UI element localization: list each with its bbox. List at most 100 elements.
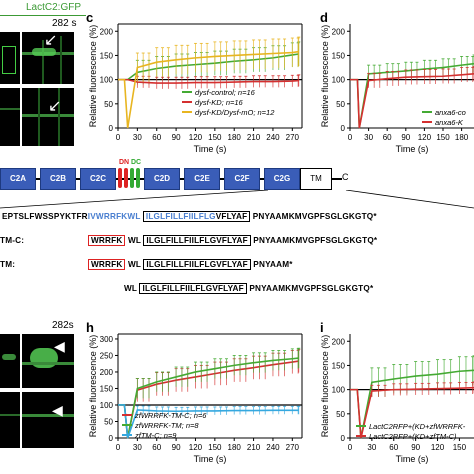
- x-tick-label: 150: [453, 443, 467, 452]
- panel-h-letter: h: [86, 320, 94, 335]
- seq-wrrfk-box: WRRFK: [88, 235, 126, 246]
- chart-c: 0 50 100 150 200 0 30 60 90 120 150 180 210 240 270 Tim…: [88, 23, 303, 154]
- y-tick-label: 200: [332, 27, 346, 36]
- panel-i-letter: i: [320, 320, 324, 335]
- x-tick-label: 150: [436, 133, 450, 142]
- x-tick-label: 210: [247, 133, 261, 142]
- y-tick-label: 200: [332, 337, 346, 346]
- sequence-last: WL ILGLFILLFIILFLGVFLYAF PNYAAMKMVGPFSGL…: [124, 283, 374, 294]
- x-tick-label: 210: [247, 443, 261, 452]
- x-tick-label: 240: [266, 133, 280, 142]
- panel-d-letter: d: [320, 10, 328, 25]
- chart-i: 0 50 100 150 200 0 30 60 90 120 150 Time (s) Relativ…: [320, 334, 474, 464]
- lactc2-underline: [0, 15, 86, 16]
- x-tick-label: 180: [228, 443, 242, 452]
- domain-diagram: C2A C2B C2C DN DC C2D C2E C2F C2G TM C: [0, 159, 474, 228]
- time-label-top: 282 s: [52, 18, 77, 29]
- micrograph-bottom-left-b: [0, 392, 20, 448]
- seq-tmc-label: TM-C:: [0, 236, 25, 245]
- x-tick-label: 60: [389, 443, 398, 452]
- y-tick-label: 100: [100, 76, 114, 85]
- seq-part: PNYAAMKMVGPFSGLGKGTQ*: [249, 284, 374, 293]
- seq-tm-box: ILGLFILLFIILFLGVFLYAF: [142, 211, 251, 222]
- y-tick-label: 150: [332, 51, 346, 60]
- domain-c2b: C2B: [40, 168, 76, 190]
- x-tick-label: 90: [411, 443, 420, 452]
- x-tick-label: 120: [189, 133, 203, 142]
- x-tick-label: 120: [189, 443, 203, 452]
- legend-label: anxa6-co: [435, 108, 466, 117]
- legend-label: LactC2RFP+(KD+zfWRRFK-: [369, 422, 466, 431]
- x-tick-label: 30: [133, 133, 142, 142]
- seq-part: WL: [127, 236, 141, 245]
- sequence-tmc: WRRFK WL ILGLFILLFIILFLGVFLYAF PNYAAMKMV…: [88, 235, 377, 246]
- legend-label: dysf-control; n=16: [195, 88, 256, 97]
- y-tick-label: 250: [100, 351, 114, 360]
- x-axis-label: Time (s): [194, 454, 227, 464]
- series-line: [118, 50, 299, 129]
- seq-tm-box: ILGLFILLFIILFLGVFLYAF: [143, 235, 251, 246]
- legend-label: zfTM-C; n=9: [134, 431, 177, 440]
- y-axis-label: Relative fluorescence (%): [88, 335, 98, 438]
- legend-label: LactC2RFP+(KD+zfTM-C): [369, 432, 457, 441]
- seq-part: WL: [127, 260, 141, 269]
- y-axis-label: Relative fluorescence (%): [88, 25, 98, 128]
- y-axis-label: Relative fluorescence (%): [320, 335, 330, 438]
- x-tick-label: 270: [286, 133, 300, 142]
- x-tick-label: 30: [133, 443, 142, 452]
- chart-h: 0 50 100 150 200 250 300 0 30 60 90 120 150 180 210 240…: [88, 333, 303, 464]
- y-tick-label: 100: [100, 401, 114, 410]
- series-line: [350, 386, 474, 439]
- x-axis-label: Time (s): [194, 144, 227, 154]
- seq-part: EPTSLFWSSPYKTFR: [2, 212, 88, 221]
- micrograph-top-left-b: [0, 88, 20, 146]
- arrow-icon: ↙: [44, 32, 58, 49]
- x-axis-label: Time (s): [396, 454, 429, 464]
- seq-part-blue: IVWRRFKWL: [87, 212, 141, 221]
- seq-wrrfk-box: WRRFK: [88, 259, 126, 270]
- x-tick-label: 120: [431, 443, 445, 452]
- y-tick-label: 0: [341, 124, 346, 133]
- micrograph-top-left-a: [0, 32, 20, 84]
- y-tick-label: 0: [109, 124, 114, 133]
- domain-dc-label: DC: [131, 159, 142, 166]
- micrograph-bottom-left-a: [0, 334, 20, 388]
- domain-c2e: C2E: [184, 168, 220, 190]
- micrograph-bottom-right-a: [22, 334, 74, 388]
- seq-part: VFLYAF: [215, 212, 248, 221]
- time-label-bottom: 282s: [52, 320, 74, 331]
- seq-tm-label: TM:: [0, 260, 16, 269]
- legend-label: zfWRRFK-TM; n=8: [134, 421, 199, 430]
- y-tick-label: 150: [100, 51, 114, 60]
- x-tick-label: 150: [208, 443, 222, 452]
- domain-c-terminus: C: [342, 172, 349, 182]
- x-tick-label: 0: [116, 133, 121, 142]
- y-tick-label: 50: [104, 100, 113, 109]
- seq-tm-box: ILGLFILLFIILFLGVFLYAF: [143, 259, 251, 270]
- panel-c-letter: c: [86, 10, 94, 25]
- seq-part: PNYAAM*: [253, 260, 293, 269]
- domain-c2a: C2A: [0, 168, 36, 190]
- arrowhead-icon: ◀: [52, 402, 63, 418]
- micrograph-top-right-a: [22, 32, 74, 84]
- domain-c2d: C2D: [144, 168, 180, 190]
- legend-label: dysf-KD; n=16: [195, 98, 244, 107]
- legend-label: anxa6-K: [435, 118, 464, 127]
- y-axis-label: Relative fluorescence (%): [320, 25, 330, 128]
- x-tick-label: 180: [228, 133, 242, 142]
- sequence-full: EPTSLFWSSPYKTFRIVWRRFKWL ILGLFILLFIILFLG…: [2, 211, 377, 222]
- x-axis-label: Time (s): [396, 144, 429, 154]
- y-tick-label: 100: [332, 76, 346, 85]
- x-tick-label: 60: [383, 133, 392, 142]
- y-tick-label: 50: [336, 410, 345, 419]
- y-tick-label: 100: [332, 386, 346, 395]
- domain-c2g: C2G: [264, 168, 300, 190]
- seq-part-blue: ILGLFILLFIILFLG: [145, 212, 216, 221]
- y-tick-label: 200: [100, 27, 114, 36]
- domain-tm: TM: [300, 168, 332, 190]
- seq-part: PNYAAMKMVGPFSGLGKGTQ*: [252, 212, 377, 221]
- x-tick-label: 0: [348, 443, 353, 452]
- y-tick-label: 200: [100, 368, 114, 377]
- y-tick-label: 150: [332, 361, 346, 370]
- x-tick-label: 60: [152, 443, 161, 452]
